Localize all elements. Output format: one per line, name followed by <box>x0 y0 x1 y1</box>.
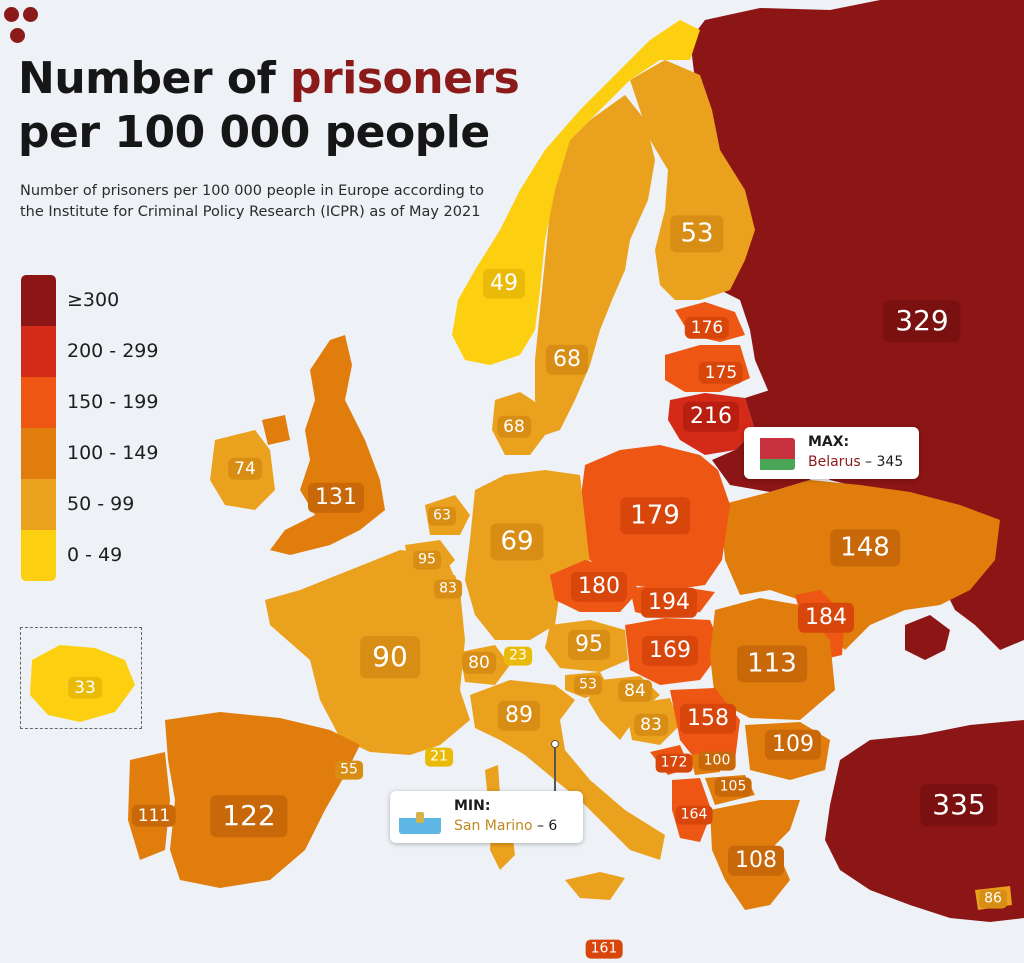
value-label-germany: 69 <box>490 523 544 561</box>
value-label-luxembourg: 83 <box>434 579 462 599</box>
value-label-ireland: 74 <box>228 457 262 481</box>
value-label-estonia: 176 <box>684 316 730 340</box>
value-label-latvia: 175 <box>698 361 744 385</box>
value-label-sweden: 68 <box>546 344 588 376</box>
max-body: Belarus – 345 <box>808 454 903 470</box>
min-heading: MIN: <box>454 798 491 814</box>
legend-swatch <box>21 428 56 479</box>
min-value: – 6 <box>532 818 558 834</box>
min-callout-pin <box>551 740 559 748</box>
value-label-montenegro: 172 <box>655 753 693 773</box>
value-label-denmark: 68 <box>497 415 531 439</box>
belarus-flag-icon <box>753 438 795 470</box>
value-label-switzerland: 80 <box>462 651 496 675</box>
legend-swatch <box>21 377 56 428</box>
page-title: Number of prisoners per 100 000 people <box>18 52 520 160</box>
legend-label: ≥300 <box>67 289 120 311</box>
value-label-portugal: 111 <box>131 804 177 828</box>
value-label-italy: 89 <box>498 700 540 732</box>
value-label-netherlands: 63 <box>428 506 456 526</box>
region-crimea <box>905 615 950 660</box>
legend-label: 50 - 99 <box>67 493 135 515</box>
value-label-liechtenstein: 23 <box>504 646 532 666</box>
title-accent: prisoners <box>290 53 520 104</box>
value-label-spain: 122 <box>210 795 288 837</box>
title-line2: per 100 000 people <box>18 107 490 158</box>
region-finland <box>630 60 755 300</box>
legend-swatch <box>21 479 56 530</box>
legend-label: 0 - 49 <box>67 544 123 566</box>
max-country: Belarus <box>808 454 861 470</box>
value-label-greece: 108 <box>728 845 784 877</box>
value-label-belgium: 95 <box>413 550 441 570</box>
value-label-uk: 131 <box>308 482 364 514</box>
value-label-austria: 95 <box>568 629 610 661</box>
legend-swatch <box>21 326 56 377</box>
value-label-lithuania: 216 <box>683 401 739 433</box>
value-label-slovenia: 53 <box>574 675 602 695</box>
min-callout: MIN: San Marino – 6 <box>390 791 583 843</box>
value-label-moldova: 184 <box>798 602 854 634</box>
title-part1: Number of <box>18 53 291 104</box>
value-label-albania: 164 <box>675 805 713 825</box>
max-callout: MAX: Belarus – 345 <box>744 427 919 479</box>
brand-logo <box>2 2 52 52</box>
region-northern-ireland <box>262 415 290 445</box>
legend-label: 200 - 299 <box>67 340 159 362</box>
value-label-croatia: 84 <box>618 679 652 703</box>
min-country: San Marino <box>454 818 533 834</box>
value-label-norway: 49 <box>483 268 525 300</box>
min-body: San Marino – 6 <box>454 818 557 834</box>
legend-swatch <box>21 530 56 581</box>
value-label-monaco: 21 <box>425 747 453 767</box>
value-label-czechia: 180 <box>571 571 627 603</box>
max-value: – 345 <box>860 454 904 470</box>
legend-label: 100 - 149 <box>67 442 159 464</box>
subtitle: Number of prisoners per 100 000 people i… <box>20 183 484 220</box>
region-sicily <box>565 872 625 900</box>
region-great-britain <box>270 335 385 555</box>
value-label-russia: 329 <box>883 300 961 342</box>
value-label-serbia: 158 <box>680 703 736 735</box>
value-label-turkey: 335 <box>920 784 998 826</box>
value-label-iceland: 33 <box>68 676 102 700</box>
value-label-andorra: 55 <box>335 760 363 780</box>
region-russia <box>690 0 1024 650</box>
value-label-malta: 161 <box>585 939 623 959</box>
value-label-romania: 113 <box>737 645 807 683</box>
value-label-bulgaria: 109 <box>765 729 821 761</box>
value-label-north-macedonia: 105 <box>714 777 752 797</box>
max-heading: MAX: <box>808 434 850 450</box>
iceland-inset <box>20 627 142 729</box>
san-marino-flag-icon <box>399 802 441 834</box>
min-callout-connector <box>554 743 556 791</box>
value-label-poland: 179 <box>620 497 690 535</box>
value-label-ukraine: 148 <box>830 529 900 567</box>
value-label-kosovo: 100 <box>698 751 736 771</box>
value-label-hungary: 169 <box>642 635 698 667</box>
value-label-slovakia: 194 <box>641 587 697 619</box>
value-label-finland: 53 <box>670 215 724 253</box>
legend-label: 150 - 199 <box>67 391 159 413</box>
value-label-france: 90 <box>360 636 420 678</box>
value-label-cyprus: 86 <box>979 889 1007 909</box>
value-label-bosnia: 83 <box>634 713 668 737</box>
legend-swatch <box>21 275 56 326</box>
